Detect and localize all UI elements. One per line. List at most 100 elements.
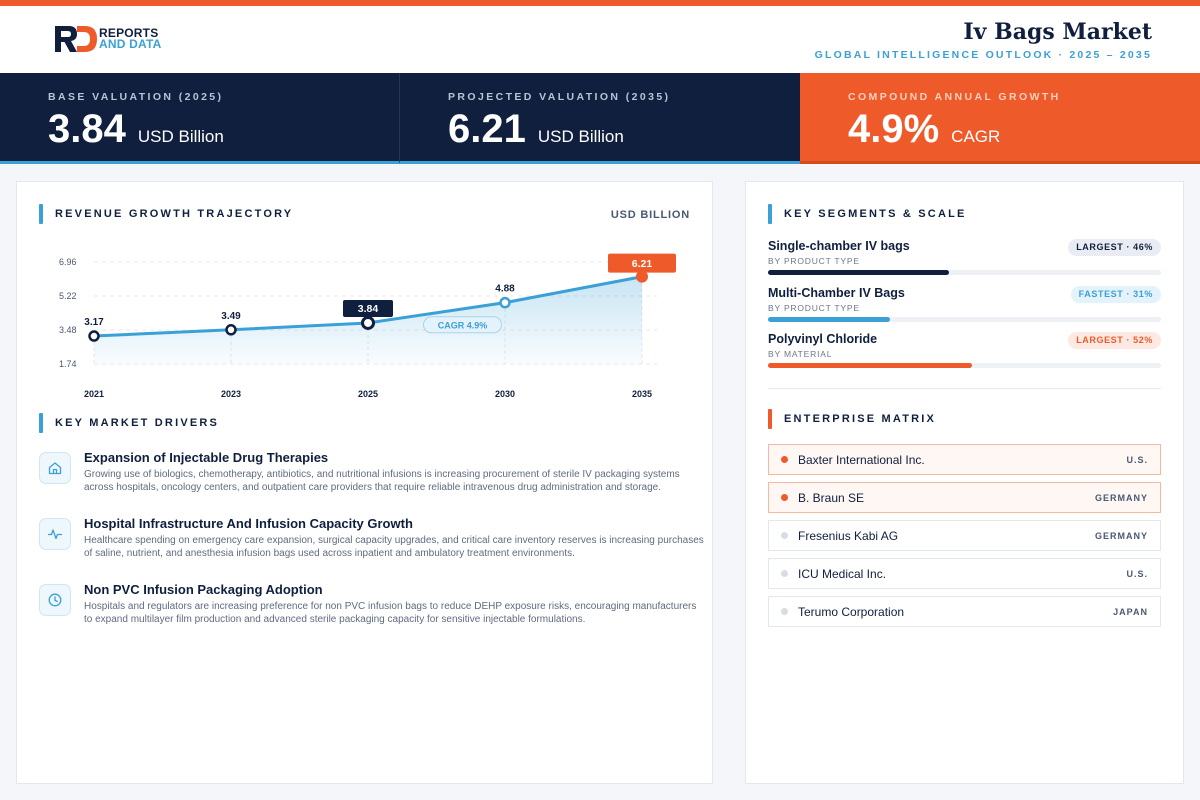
enterprise-row[interactable]: B. Braun SE GERMANY bbox=[768, 482, 1161, 513]
enterprise-row[interactable]: Baxter International Inc. U.S. bbox=[768, 444, 1161, 475]
stat-label: COMPOUND ANNUAL GROWTH bbox=[848, 91, 1061, 103]
value-badge bbox=[608, 253, 676, 273]
driver-description: Growing use of biologics, chemotherapy, … bbox=[84, 469, 680, 493]
segment-share-fill bbox=[768, 270, 949, 275]
heading-accent bbox=[39, 413, 43, 433]
driver-item: Hospital Infrastructure And Infusion Cap… bbox=[39, 516, 704, 582]
right-panel: KEY SEGMENTS & SCALE Single-chamber IV b… bbox=[745, 181, 1184, 784]
driver-title: Expansion of Injectable Drug Therapies bbox=[84, 450, 329, 465]
stat-label: BASE VALUATION (2025) bbox=[48, 91, 224, 103]
logo-line-1: REPORTS bbox=[99, 26, 159, 40]
status-dot bbox=[781, 570, 788, 577]
x-tick-label: 2021 bbox=[84, 389, 104, 399]
brand-logo[interactable]: REPORTS AND DATA bbox=[55, 26, 161, 52]
revenue-chart: 6.96 5.22 3.48 1.74 2021 2023 2025 2030 2035 CAGR… bbox=[59, 253, 676, 399]
status-dot bbox=[781, 532, 788, 539]
enterprise-row[interactable]: ICU Medical Inc. U.S. bbox=[768, 558, 1161, 589]
cagr-pill bbox=[423, 316, 502, 334]
y-tick-label: 3.48 bbox=[59, 325, 77, 335]
driver-title: Hospital Infrastructure And Infusion Cap… bbox=[84, 516, 413, 531]
clock-icon bbox=[39, 584, 71, 616]
segment-name: Single-chamber IV bags bbox=[768, 239, 910, 253]
x-tick-label: 2025 bbox=[358, 389, 378, 399]
status-dot bbox=[781, 456, 788, 463]
x-tick-label: 2023 bbox=[221, 389, 241, 399]
header: REPORTS AND DATA Iv Bags Market GLOBAL I… bbox=[0, 6, 1200, 73]
company-name: Terumo Corporation bbox=[798, 605, 905, 619]
segment-category: BY PRODUCT TYPE bbox=[768, 303, 860, 313]
data-point bbox=[636, 270, 648, 283]
segment-name: Polyvinyl Chloride bbox=[768, 332, 878, 346]
trajectory-heading: REVENUE GROWTH TRAJECTORY bbox=[39, 204, 293, 224]
stat-value: 4.9% bbox=[848, 107, 940, 151]
segments-heading: KEY SEGMENTS & SCALE bbox=[768, 204, 967, 224]
data-label: 3.84 bbox=[358, 303, 379, 315]
value-badge bbox=[343, 299, 393, 317]
page-subtitle: GLOBAL INTELLIGENCE OUTLOOK · 2025 – 203… bbox=[814, 49, 1152, 61]
trajectory-unit: USD BILLION bbox=[610, 209, 690, 221]
driver-title: Non PVC Infusion Packaging Adoption bbox=[84, 582, 323, 597]
segment-name: Multi-Chamber IV Bags bbox=[768, 286, 905, 300]
company-country: JAPAN bbox=[1113, 607, 1148, 617]
logo-text: REPORTS AND DATA bbox=[99, 26, 162, 51]
segment-share-fill bbox=[768, 317, 890, 322]
stat-cagr: COMPOUND ANNUAL GROWTH 4.9% CAGR bbox=[800, 73, 1200, 164]
drivers-heading: KEY MARKET DRIVERS bbox=[39, 413, 219, 433]
driver-item: Expansion of Injectable Drug Therapies G… bbox=[39, 450, 699, 516]
top-accent-bar bbox=[0, 0, 1200, 6]
left-panel: REVENUE GROWTH TRAJECTORY USD BILLION 6.… bbox=[16, 181, 713, 784]
company-name: Fresenius Kabi AG bbox=[798, 529, 899, 543]
status-dot bbox=[781, 608, 788, 615]
stat-unit: USD Billion bbox=[537, 127, 624, 146]
page-title: Iv Bags Market bbox=[963, 19, 1152, 45]
heading-accent bbox=[768, 409, 772, 429]
enterprise-heading-text: ENTERPRISE MATRIX bbox=[784, 413, 937, 425]
data-label: 6.21 bbox=[632, 258, 653, 270]
drivers-list: Expansion of Injectable Drug Therapies G… bbox=[39, 450, 704, 648]
driver-description: Hospitals and regulators are increasing … bbox=[84, 601, 697, 625]
driver-item: Non PVC Infusion Packaging Adoption Hosp… bbox=[39, 582, 699, 648]
data-point bbox=[361, 315, 375, 330]
logo-mark-icon bbox=[55, 26, 97, 52]
driver-description: Healthcare spending on emergency care ex… bbox=[84, 535, 704, 559]
x-tick-label: 2035 bbox=[632, 389, 652, 399]
enterprise-heading: ENTERPRISE MATRIX bbox=[768, 409, 936, 429]
y-tick-label: 6.96 bbox=[59, 257, 77, 267]
segment-badge: LARGEST · 52% bbox=[1068, 332, 1161, 349]
segment-track bbox=[768, 363, 1161, 368]
company-name: B. Braun SE bbox=[798, 491, 865, 505]
data-point bbox=[88, 330, 100, 342]
heading-accent bbox=[39, 204, 43, 224]
segment-track bbox=[768, 317, 1161, 322]
segment-item: Multi-Chamber IV Bags BY PRODUCT TYPE FA… bbox=[768, 286, 1161, 330]
divider bbox=[768, 388, 1161, 389]
data-point bbox=[225, 324, 237, 336]
company-country: U.S. bbox=[1126, 569, 1148, 579]
data-point bbox=[499, 296, 511, 309]
drivers-heading-text: KEY MARKET DRIVERS bbox=[55, 417, 220, 429]
stat-label: PROJECTED VALUATION (2035) bbox=[448, 91, 671, 103]
activity-icon bbox=[39, 518, 71, 550]
stat-base-valuation: BASE VALUATION (2025) 3.84 USD Billion bbox=[0, 73, 400, 164]
enterprise-row[interactable]: Terumo Corporation JAPAN bbox=[768, 596, 1161, 627]
company-country: GERMANY bbox=[1094, 493, 1148, 503]
cagr-annotation: CAGR 4.9% bbox=[438, 320, 488, 330]
stat-value: 3.84 bbox=[48, 107, 126, 151]
segment-badge: FASTEST · 31% bbox=[1070, 286, 1161, 303]
segment-category: BY MATERIAL bbox=[768, 349, 833, 359]
data-label: 4.88 bbox=[495, 284, 515, 295]
segment-track bbox=[768, 270, 1161, 275]
segment-share-fill bbox=[768, 363, 973, 368]
stat-projected-valuation: PROJECTED VALUATION (2035) 6.21 USD Bill… bbox=[400, 73, 800, 164]
data-label: 3.49 bbox=[221, 311, 241, 322]
y-tick-label: 1.74 bbox=[59, 359, 77, 369]
logo-line-2: AND DATA bbox=[99, 37, 162, 51]
company-name: Baxter International Inc. bbox=[798, 453, 925, 467]
segment-badge: LARGEST · 46% bbox=[1068, 239, 1161, 256]
status-dot bbox=[781, 494, 788, 501]
segment-item: Single-chamber IV bags BY PRODUCT TYPE L… bbox=[768, 239, 1161, 283]
company-name: ICU Medical Inc. bbox=[798, 567, 887, 581]
segments-heading-text: KEY SEGMENTS & SCALE bbox=[784, 208, 967, 220]
enterprise-row[interactable]: Fresenius Kabi AG GERMANY bbox=[768, 520, 1161, 551]
data-label: 3.17 bbox=[84, 317, 104, 328]
